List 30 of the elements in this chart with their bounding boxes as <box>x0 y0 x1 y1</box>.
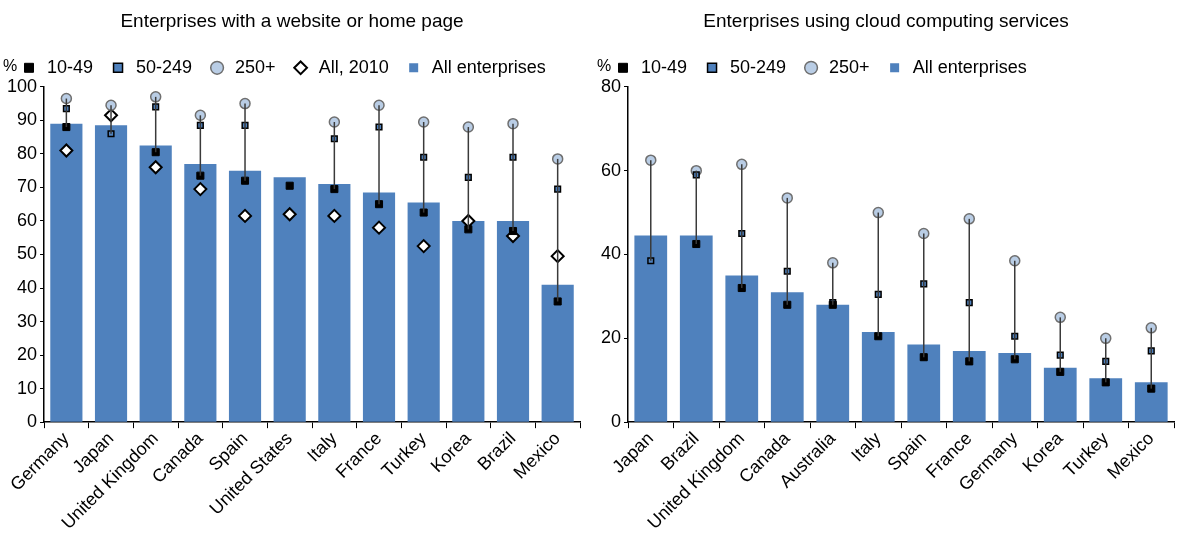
y-tick-label: 0 <box>611 411 622 432</box>
legend-label: 50-249 <box>136 56 193 77</box>
y-axis-title: % <box>596 57 612 75</box>
y-tick-label: 60 <box>600 159 622 180</box>
y-tick-label: 50 <box>17 243 38 264</box>
chart-title: Enterprises with a website or home page <box>120 9 464 31</box>
y-tick-label: 80 <box>17 142 38 163</box>
y-tick-label: 10 <box>17 377 38 398</box>
legend-label: All, 2010 <box>318 56 389 77</box>
y-tick-label: 20 <box>17 344 38 365</box>
y-axis-title: % <box>2 57 18 75</box>
y-tick-label: 0 <box>27 411 38 432</box>
y-tick-label: 80 <box>600 75 622 96</box>
legend-label: 10-49 <box>641 56 688 77</box>
legend-label: 50-249 <box>730 56 787 77</box>
legend-label: 250+ <box>829 56 870 77</box>
x-tick-label: Italy <box>847 428 885 466</box>
legend-label: 10-49 <box>47 56 94 77</box>
y-tick-label: 30 <box>17 310 38 331</box>
y-tick-label: 70 <box>17 176 38 197</box>
y-tick-label: 100 <box>6 75 38 96</box>
legend-label: All enterprises <box>912 56 1027 77</box>
legend-label: All enterprises <box>431 56 546 77</box>
y-tick-label: 60 <box>17 209 38 230</box>
y-tick-label: 20 <box>600 327 622 348</box>
legend-label: 250+ <box>235 56 276 77</box>
y-tick-label: 90 <box>17 109 38 130</box>
y-tick-label: 40 <box>17 276 38 297</box>
y-tick-label: 40 <box>600 243 622 264</box>
chart-title: Enterprises using cloud computing services <box>703 9 1069 31</box>
